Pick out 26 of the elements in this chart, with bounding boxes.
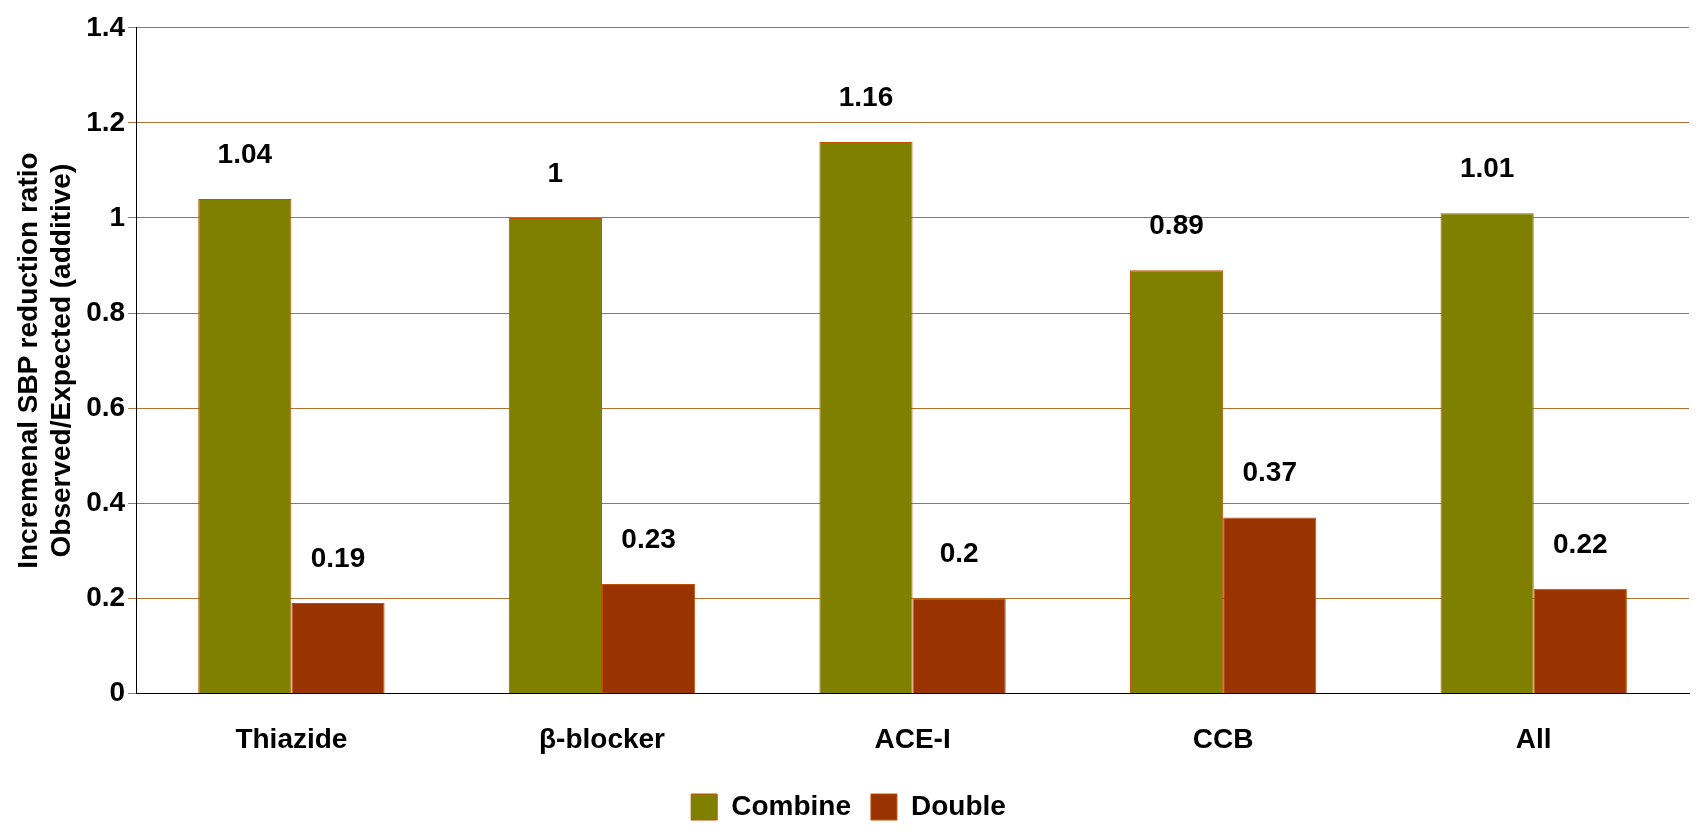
y-tick-label: 1.4 bbox=[86, 10, 126, 42]
data-label: 0.89 bbox=[1149, 208, 1204, 240]
y-tick-label: 0.4 bbox=[86, 485, 126, 517]
x-tick-label: CCB bbox=[1192, 722, 1254, 754]
x-tick-label: All bbox=[1515, 722, 1552, 754]
data-label: 1.16 bbox=[838, 80, 894, 112]
y-tick-label: 0.2 bbox=[86, 581, 126, 613]
y-tick-label: 0.8 bbox=[86, 295, 126, 327]
data-label: 1.01 bbox=[1459, 151, 1515, 183]
data-label: 1.04 bbox=[217, 137, 273, 169]
x-tick-label: ACE-I bbox=[874, 722, 951, 754]
x-tick-label: β-blocker bbox=[538, 722, 666, 754]
y-tick-label: 0 bbox=[109, 676, 126, 708]
legend-label: Double bbox=[910, 789, 1006, 821]
data-label: 0.37 bbox=[1242, 456, 1297, 488]
x-tick-label: Thiazide bbox=[235, 722, 348, 754]
legend-label: Combine bbox=[731, 789, 851, 821]
data-label: 0.19 bbox=[310, 541, 366, 573]
y-axis-title: Incremenal SBP reduction ratio Observed/Expected (additive) bbox=[11, 152, 77, 569]
data-label: 1 bbox=[547, 156, 564, 188]
y-tick-label: 0.6 bbox=[86, 390, 126, 422]
data-label: 0.23 bbox=[621, 522, 676, 554]
data-label: 0.22 bbox=[1553, 527, 1608, 559]
data-label: 0.2 bbox=[939, 537, 979, 569]
y-tick-label: 1.2 bbox=[86, 105, 126, 137]
y-tick-label: 1 bbox=[109, 200, 126, 232]
